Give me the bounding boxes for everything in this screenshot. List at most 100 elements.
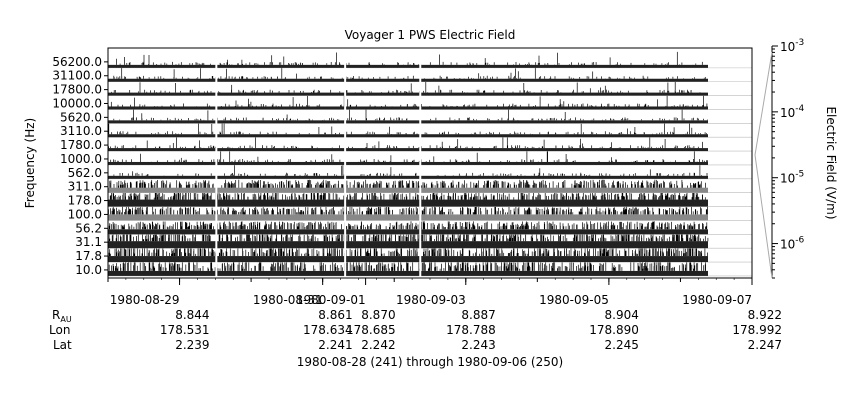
ephemeris-rau-value: 8.861 xyxy=(318,308,352,322)
channel-spikes xyxy=(107,66,706,79)
channel-floor-band xyxy=(108,199,708,207)
ephemeris-lat-value: 2.247 xyxy=(748,338,782,352)
y-axis-title: Frequency (Hz) xyxy=(23,118,37,209)
channel-spikes xyxy=(113,163,708,176)
colorbar-title: Electric Field (V/m) xyxy=(824,106,838,219)
y-tick-label: 311.0 xyxy=(68,180,102,194)
channel-floor-band xyxy=(108,120,708,124)
y-tick-label: 56.2 xyxy=(75,221,102,235)
channel-floor-band xyxy=(108,161,708,165)
y-tick-label: 10000.0 xyxy=(52,96,102,110)
y-tick-label: 3110.0 xyxy=(60,124,102,138)
x-axis-caption: 1980-08-28 (241) through 1980-09-06 (250… xyxy=(297,355,563,369)
channel-floor-band xyxy=(108,134,708,138)
channel-floor-band xyxy=(108,270,708,276)
x-axis-ticks xyxy=(107,278,753,285)
ephemeris-rau-value: 8.844 xyxy=(175,308,209,322)
data-gap xyxy=(344,48,347,278)
y-tick-label: 31.1 xyxy=(75,235,102,249)
channel-floor-band xyxy=(108,64,708,68)
ephemeris-rau-value: 8.887 xyxy=(461,308,495,322)
ephemeris-lat-value: 2.245 xyxy=(605,338,639,352)
chart-title: Voyager 1 PWS Electric Field xyxy=(345,28,516,42)
ephemeris-lat-value: 2.242 xyxy=(361,338,395,352)
colorbar-connector xyxy=(754,51,773,156)
y-tick-label: 562.0 xyxy=(68,166,102,180)
ephemeris-lat-value: 2.243 xyxy=(461,338,495,352)
x-tick-label: 1980-09-01 xyxy=(296,293,366,307)
x-tick-label: 1980-09-05 xyxy=(539,293,609,307)
colorbar-tick-label: 10-3 xyxy=(780,38,804,54)
y-tick-label: 1780.0 xyxy=(60,138,102,152)
x-tick-label: 1980-08-29 xyxy=(110,293,180,307)
channel-floor-band xyxy=(108,256,708,263)
ephemeris-rau-value: 8.904 xyxy=(605,308,639,322)
y-tick-label: 178.0 xyxy=(68,194,102,208)
channel-floor-band xyxy=(108,229,708,235)
channel-17800_0-trace xyxy=(108,80,752,96)
frequency-tick-labels: 10.017.831.156.2100.0178.0311.0562.01000… xyxy=(52,55,108,277)
channel-5620_0-trace xyxy=(108,107,752,124)
channel-178_0-trace xyxy=(108,191,752,207)
channel-1000_0-trace xyxy=(108,149,752,166)
channel-spikes xyxy=(113,107,708,121)
ephemeris-lon-value: 178.890 xyxy=(589,323,639,337)
ephemeris-lon-value: 178.788 xyxy=(446,323,496,337)
channel-spikes xyxy=(109,191,706,200)
ephemeris-lat-value: 2.239 xyxy=(175,338,209,352)
rau-row-label: RAU xyxy=(52,308,72,324)
ephemeris-lat-value: 2.241 xyxy=(318,338,352,352)
channel-spikes xyxy=(108,94,708,107)
colorbar-connector xyxy=(754,154,773,279)
data-gap xyxy=(419,48,422,278)
channel-floor-band xyxy=(108,148,708,152)
colorbar-tick-label: 10-5 xyxy=(780,170,804,186)
frequency-panels xyxy=(107,48,752,278)
colorbar-tick-label: 10-4 xyxy=(780,104,805,120)
channel-spikes xyxy=(111,80,701,93)
ephemeris-rau-value: 8.870 xyxy=(361,308,395,322)
colorbar-tick-label: 10-6 xyxy=(780,236,805,252)
channel-spikes xyxy=(108,221,708,230)
y-tick-label: 17.8 xyxy=(75,249,102,263)
ephemeris-lon-value: 178.531 xyxy=(160,323,210,337)
y-tick-label: 10.0 xyxy=(75,263,102,277)
channel-1780_0-trace xyxy=(108,135,752,152)
channel-floor-band xyxy=(108,78,708,82)
channel-100_0-trace xyxy=(108,206,752,221)
ephemeris-lon-value: 178.992 xyxy=(732,323,782,337)
y-tick-label: 31100.0 xyxy=(52,69,102,83)
channel-spikes xyxy=(108,259,706,271)
lon-row-label: Lon xyxy=(49,323,70,337)
y-tick-label: 5620.0 xyxy=(60,110,102,124)
x-tick-label: 1980-09-03 xyxy=(396,293,466,307)
x-tick-label: 1980-08-31 xyxy=(253,293,323,307)
channel-spikes xyxy=(107,230,709,242)
ephemeris-lon-value: 178.685 xyxy=(346,323,396,337)
channel-311_0-trace xyxy=(107,179,752,193)
channel-floor-band xyxy=(108,214,708,221)
channel-spikes xyxy=(116,51,703,65)
channel-31100_0-trace xyxy=(107,66,752,83)
channel-spikes xyxy=(108,135,703,149)
channel-10000_0-trace xyxy=(108,94,752,110)
rau-subscript: AU xyxy=(60,315,71,324)
channel-floor-band xyxy=(108,187,708,193)
y-tick-label: 56200.0 xyxy=(52,55,102,69)
x-tick-label: 1980-09-07 xyxy=(682,293,752,307)
channel-floor-band xyxy=(108,241,708,249)
y-tick-label: 1000.0 xyxy=(60,152,102,166)
ephemeris-rau-value: 8.922 xyxy=(748,308,782,322)
channel-floor-band xyxy=(108,92,708,96)
channel-562_0-trace xyxy=(108,163,752,180)
channel-spikes xyxy=(108,206,708,215)
channel-spikes xyxy=(107,179,706,188)
channel-floor-band xyxy=(108,106,708,110)
data-gap xyxy=(215,48,218,278)
lat-row-label: Lat xyxy=(53,338,72,352)
ephemeris-lon-value: 178.634 xyxy=(303,323,353,337)
y-tick-label: 17800.0 xyxy=(52,83,102,97)
colorbar: 10-3 10-4 10-5 10-6 xyxy=(754,38,805,279)
